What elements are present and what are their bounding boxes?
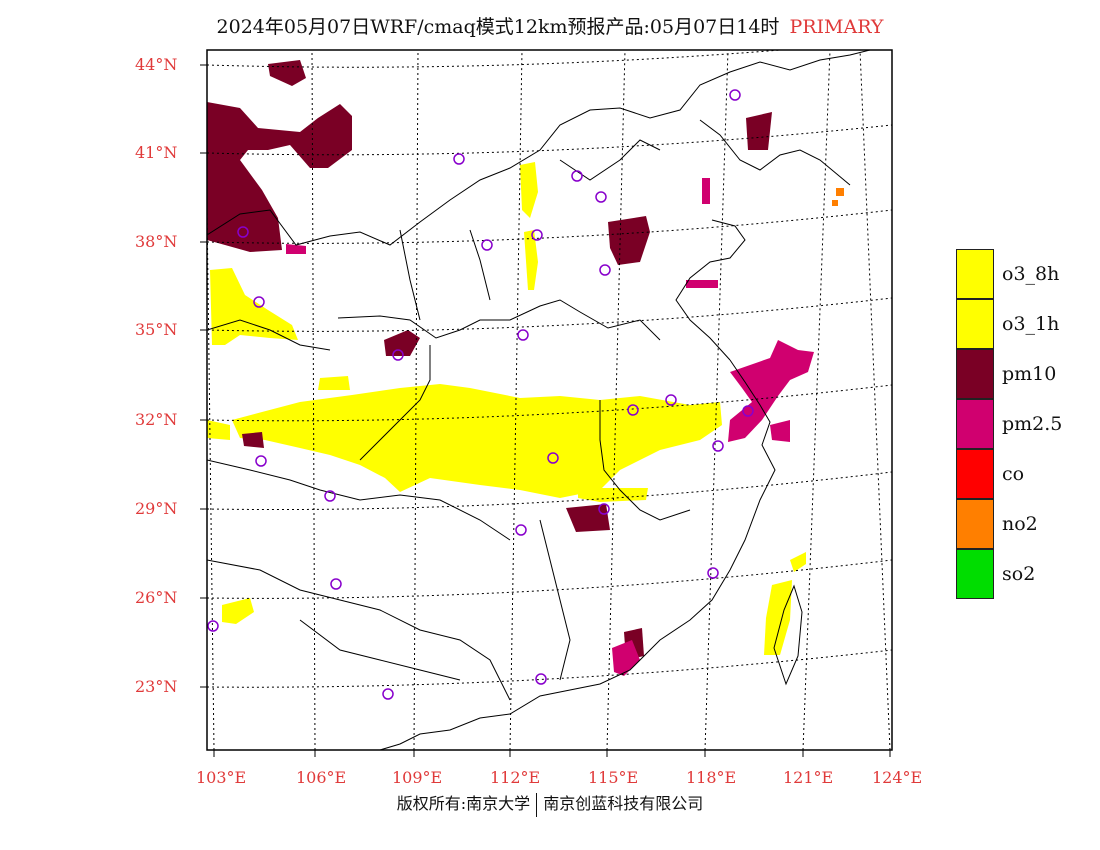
legend-label: o3_1h — [1002, 313, 1060, 335]
lon-label-112: 112°E — [490, 768, 541, 787]
axis-ticks — [200, 64, 891, 757]
copyright-footer: 版权所有:南京大学 南京创蓝科技有限公司 — [0, 790, 1100, 817]
lon-label-103: 103°E — [196, 768, 247, 787]
pm10-region — [207, 60, 772, 660]
station-markers — [207, 89, 754, 700]
title-tag: PRIMARY — [789, 16, 884, 38]
lat-label-26: 26°N — [135, 588, 178, 607]
lat-label-41: 41°N — [135, 143, 178, 162]
lat-label-35: 35°N — [135, 320, 178, 339]
graticule — [207, 50, 892, 750]
lat-label-44: 44°N — [135, 55, 178, 74]
lat-label-23: 23°N — [135, 677, 178, 696]
lat-label-29: 29°N — [135, 499, 178, 518]
legend-item-pm10: pm10 — [956, 349, 1096, 399]
boundary-lines — [207, 50, 871, 750]
lon-label-109: 109°E — [392, 768, 443, 787]
legend-item-no2: no2 — [956, 499, 1096, 549]
legend-swatch — [956, 349, 994, 399]
map-title: 2024年05月07日WRF/cmaq模式12km预报产品:05月07日14时 P… — [0, 12, 1100, 39]
legend-swatch — [956, 499, 994, 549]
legend-item-so2: so2 — [956, 549, 1096, 599]
lon-label-115: 115°E — [588, 768, 639, 787]
legend-label: no2 — [1002, 513, 1038, 535]
legend-swatch — [956, 299, 994, 349]
footer-left: 版权所有:南京大学 — [396, 794, 531, 813]
legend-item-pm25: pm2.5 — [956, 399, 1096, 449]
lon-label-118: 118°E — [686, 768, 737, 787]
lat-label-38: 38°N — [135, 232, 178, 251]
lon-label-124: 124°E — [872, 768, 923, 787]
legend-swatch — [956, 399, 994, 449]
legend-label: so2 — [1002, 563, 1036, 585]
legend-label: pm2.5 — [1002, 413, 1063, 435]
no2-spot — [832, 188, 844, 206]
legend-item-o3-1h: o3_1h — [956, 299, 1096, 349]
legend-item-o3-8h: o3_8h — [956, 249, 1096, 299]
legend-label: co — [1002, 463, 1025, 485]
legend-label: pm10 — [1002, 363, 1057, 385]
map-frame — [206, 49, 893, 751]
lat-label-32: 32°N — [135, 410, 178, 429]
legend-swatch — [956, 449, 994, 499]
legend-item-co: co — [956, 449, 1096, 499]
lon-label-106: 106°E — [296, 768, 347, 787]
title-main: 2024年05月07日WRF/cmaq模式12km预报产品:05月07日14时 — [216, 16, 780, 38]
lon-label-121: 121°E — [783, 768, 834, 787]
legend-label: o3_8h — [1002, 263, 1060, 285]
legend-swatch — [956, 549, 994, 599]
footer-right: 南京创蓝科技有限公司 — [543, 794, 704, 813]
legend-swatch — [956, 249, 994, 299]
footer-separator — [536, 792, 538, 817]
